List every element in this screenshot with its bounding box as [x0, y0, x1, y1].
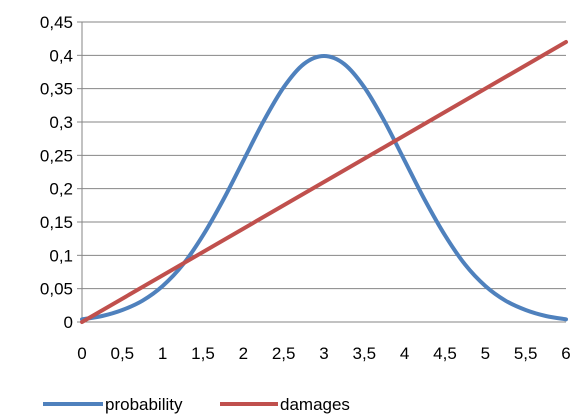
y-tick-label-3: 0,15	[40, 213, 73, 232]
y-tick-label-7: 0,35	[40, 80, 73, 99]
x-tick-label-8: 4	[400, 344, 409, 363]
y-tick-label-5: 0,25	[40, 146, 73, 165]
y-axis-ticks: 0 0,05 0,1 0,15 0,2 0,25 0,3 0,35 0,4 0,45	[40, 13, 82, 332]
x-tick-label-7: 3,5	[353, 344, 377, 363]
y-tick-label-8: 0,4	[49, 46, 73, 65]
x-tick-label-9: 4,5	[433, 344, 457, 363]
y-tick-label-9: 0,45	[40, 13, 73, 32]
series-line-probability	[80, 54, 568, 322]
axes	[81, 22, 566, 323]
x-tick-label-12: 6	[561, 344, 570, 363]
legend-label-damages: damages	[280, 395, 350, 414]
x-tick-label-0: 0	[77, 344, 86, 363]
y-tick-label-6: 0,3	[49, 113, 73, 132]
y-tick-label-1: 0,05	[40, 280, 73, 299]
x-tick-label-6: 3	[319, 344, 328, 363]
grid-lines	[82, 21, 566, 290]
y-tick-label-0: 0	[64, 313, 73, 332]
legend-label-probability: probability	[105, 395, 183, 414]
x-tick-label-4: 2	[239, 344, 248, 363]
series-lines	[80, 40, 568, 324]
x-tick-label-5: 2,5	[272, 344, 296, 363]
legend: probability damages	[43, 395, 350, 414]
x-axis-ticks: 0 0,5 1 1,5 2 2,5 3 3,5 4 4,5 5 5,5 6	[77, 344, 570, 363]
x-tick-label-2: 1	[158, 344, 167, 363]
series-line-damages	[80, 40, 568, 324]
x-tick-label-3: 1,5	[191, 344, 215, 363]
y-tick-label-2: 0,1	[49, 246, 73, 265]
x-tick-label-1: 0,5	[111, 344, 135, 363]
x-tick-label-11: 5,5	[514, 344, 538, 363]
y-tick-label-4: 0,2	[49, 180, 73, 199]
x-tick-label-10: 5	[481, 344, 490, 363]
